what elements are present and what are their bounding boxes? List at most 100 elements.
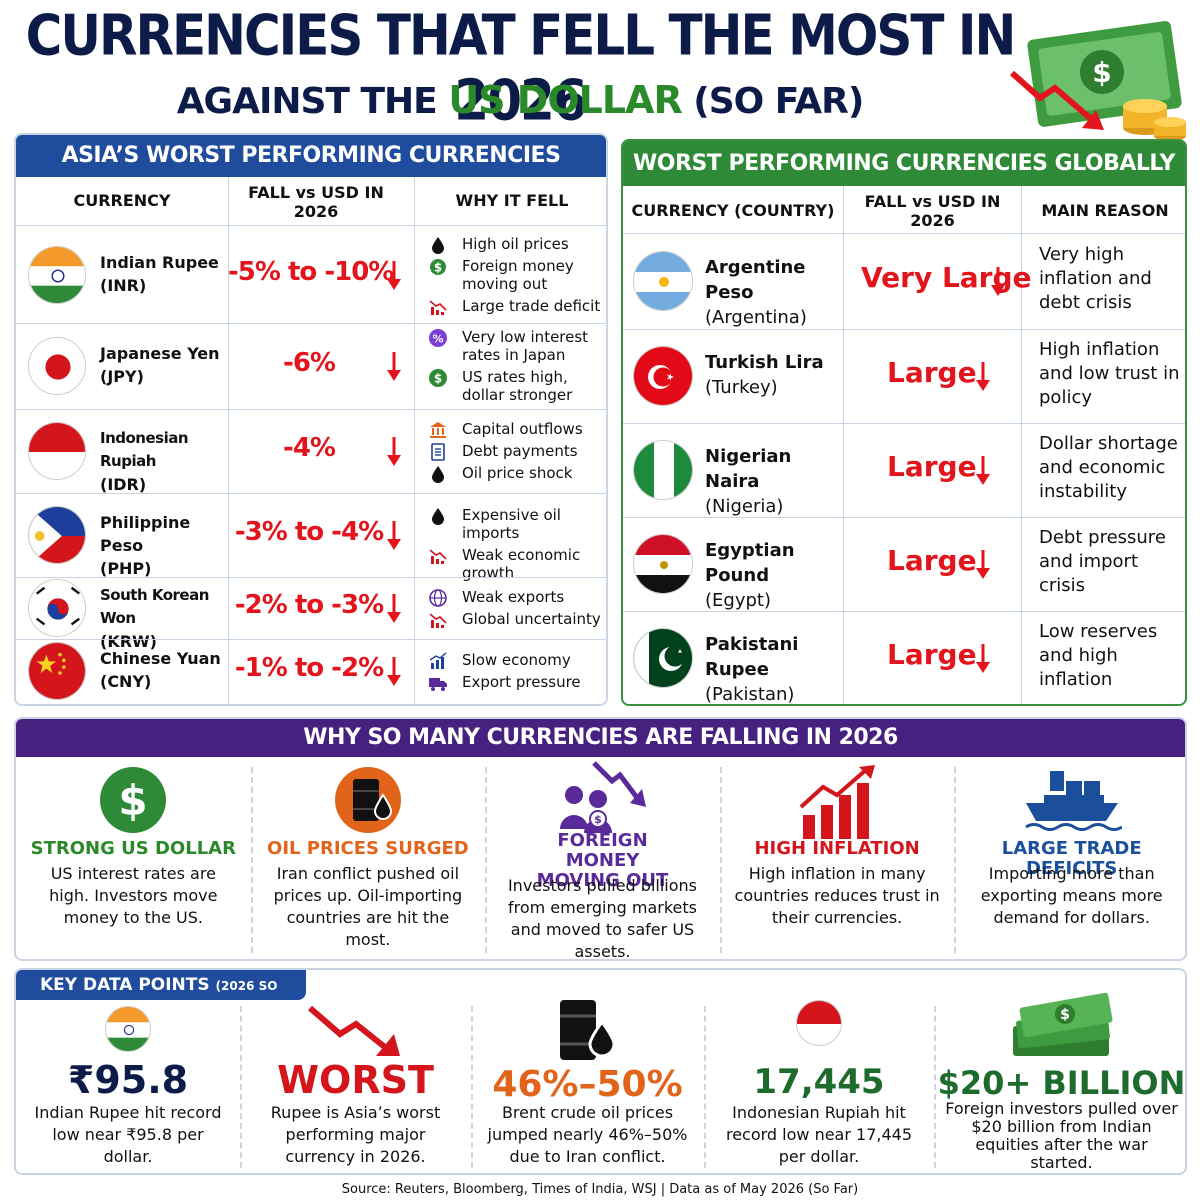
asia-panel: ASIA’S WORST PERFORMING CURRENCIES CURRE… (14, 133, 608, 706)
global-fall-value: Large (887, 544, 977, 577)
currency-name: Pakistani Rupee (705, 634, 799, 680)
currency-code: (IDR) (100, 475, 147, 494)
why-heading: HIGH INFLATION (754, 838, 920, 859)
why-panel-title: WHY SO MANY CURRENCIES ARE FALLING IN 20… (16, 719, 1185, 757)
why-text: High inflation in many countries reduces… (734, 864, 940, 927)
currency-code: (INR) (100, 275, 147, 295)
down-arrow-icon (386, 350, 402, 382)
down-arrow-icon (386, 519, 402, 551)
global-fall-value: Large (887, 638, 977, 671)
down-arrow-icon (386, 592, 402, 624)
down-arrow-icon (975, 360, 991, 392)
oil-drop-icon (428, 464, 448, 484)
currency-name: Nigerian Naira (705, 446, 792, 492)
currency-country: (Egypt) (705, 590, 771, 611)
money-stack-icon: $ (934, 992, 1185, 1066)
why-panel: WHY SO MANY CURRENCIES ARE FALLING IN 20… (14, 717, 1187, 961)
currency-country: (Nigeria) (705, 496, 784, 517)
investors-icon: $ (485, 759, 720, 839)
svg-text:$: $ (434, 260, 442, 274)
why-text: US interest rates are high. Investors mo… (49, 864, 218, 927)
why-text: Importing more than exporting means more… (980, 864, 1163, 927)
currency-name: Argentine Peso (705, 257, 806, 303)
asia-col-currency: CURRENCY (73, 191, 171, 210)
global-row: Turkish Lira (Turkey) Large High inflation … (623, 329, 1185, 423)
asia-row: South Korean Won (KRW) -2% to -3% Weak expo… (16, 577, 606, 651)
asia-reason-text: Very low interest rates in Japan (462, 328, 589, 364)
falling-arrow-icon (240, 1004, 471, 1062)
asia-col-why: WHY IT FELL (455, 191, 569, 210)
asia-fall-value: -2% to -3% (234, 590, 384, 620)
svg-text:$: $ (1060, 1007, 1070, 1023)
nigeria-flag (633, 440, 693, 500)
key-subtitle: (2026 SO FAR) (40, 979, 278, 1024)
china-flag (28, 642, 86, 700)
svg-text:$: $ (119, 776, 148, 825)
asia-reason-text: High oil prices (462, 234, 569, 253)
global-row: Pakistani Rupee (Pakistan) Large Low reserv… (623, 611, 1185, 704)
oil-barrel-icon (251, 765, 486, 841)
chart-down-icon (428, 546, 448, 566)
asia-reason-text: Foreign money moving out (462, 256, 574, 293)
asia-reason-text: Capital outflows (462, 420, 583, 438)
currency-code: (KRW) (100, 632, 157, 651)
global-currency-name: Turkish Lira (Turkey) (705, 350, 845, 400)
key-panel-title: KEY DATA POINTS (2026 SO FAR) (16, 970, 306, 1024)
key-value: 46%–50% (492, 1064, 683, 1105)
currency-name: Indonesian Rupiah (100, 429, 189, 470)
asia-currency-name: Japanese Yen (JPY) (100, 342, 228, 388)
global-reason-text: High inflation and low trust in policy (1039, 339, 1180, 408)
key-value: 17,445 (753, 1062, 885, 1102)
asia-row: Indian Rupee (INR) -5% to -10% High oil pri… (16, 226, 606, 323)
down-arrow-icon (990, 265, 1006, 297)
asia-reason-text: Oil price shock (462, 464, 573, 482)
global-fall-value: Large (887, 356, 977, 389)
global-reason-text: Debt pressure and import crisis (1039, 527, 1166, 596)
asia-fall-value: -1% to -2% (234, 653, 384, 683)
svg-text:$: $ (1092, 56, 1111, 89)
currency-name: Japanese Yen (100, 344, 220, 363)
asia-currency-name: Chinese Yuan (CNY) (100, 647, 228, 693)
bar-chart-icon (428, 651, 448, 671)
svg-text:$: $ (434, 372, 442, 386)
global-currency-name: Nigerian Naira (Nigeria) (705, 444, 845, 519)
asia-fall-value: -4% (283, 433, 336, 463)
why-heading: OIL PRICES SURGED (267, 838, 469, 859)
argentina-flag (633, 251, 693, 311)
currency-code: (JPY) (100, 367, 144, 386)
korea-flag (28, 579, 86, 637)
currency-name: Chinese Yuan (100, 649, 221, 668)
asia-currency-name: Indian Rupee (INR) (100, 251, 228, 297)
down-arrow-icon (386, 435, 402, 467)
key-text: Foreign investors pulled over $20 billio… (945, 1099, 1178, 1172)
pakistan-flag (633, 628, 693, 688)
why-text: Investors pulled billions from emerging … (507, 876, 697, 961)
global-fall-value: Very Large (861, 261, 1032, 294)
key-title: KEY DATA POINTS (40, 975, 210, 995)
asia-fall-value: -6% (283, 348, 336, 378)
down-arrow-icon (386, 655, 402, 687)
asia-currency-name: South Korean Won (KRW) (100, 584, 228, 653)
dollar-coin-icon: $ (16, 765, 251, 841)
key-panel: KEY DATA POINTS (2026 SO FAR) ₹95.8 India… (14, 968, 1187, 1175)
down-arrow-icon (975, 548, 991, 580)
oil-drop-icon (428, 506, 448, 526)
asia-fall-value: -3% to -4% (234, 517, 384, 547)
global-reason-text: Very high inflation and debt crisis (1039, 244, 1152, 313)
down-arrow-icon (975, 642, 991, 674)
asia-reason-text: Expensive oil imports (462, 506, 561, 542)
global-reason-text: Low reserves and high inflation (1039, 621, 1158, 690)
asia-reason-text: Export pressure (462, 673, 581, 691)
asia-currency-name: Philippine Peso (PHP) (100, 511, 228, 580)
currency-name: Turkish Lira (705, 352, 824, 373)
global-reason-text: Dollar shortage and economic instability (1039, 433, 1178, 502)
japan-flag (28, 337, 86, 395)
asia-row: Chinese Yuan (CNY) -1% to -2% Slow economy E… (16, 639, 606, 703)
currency-code: (CNY) (100, 672, 152, 691)
india-flag (16, 1006, 240, 1056)
down-arrow-icon (386, 259, 402, 291)
asia-row: Indonesian Rupiah (IDR) -4% Capital outflow… (16, 409, 606, 494)
currency-name: Indian Rupee (100, 252, 219, 272)
global-col-currency: CURRENCY (COUNTRY) (631, 201, 835, 220)
asia-row: Japanese Yen (JPY) -6%% Very low interest r… (16, 323, 606, 409)
